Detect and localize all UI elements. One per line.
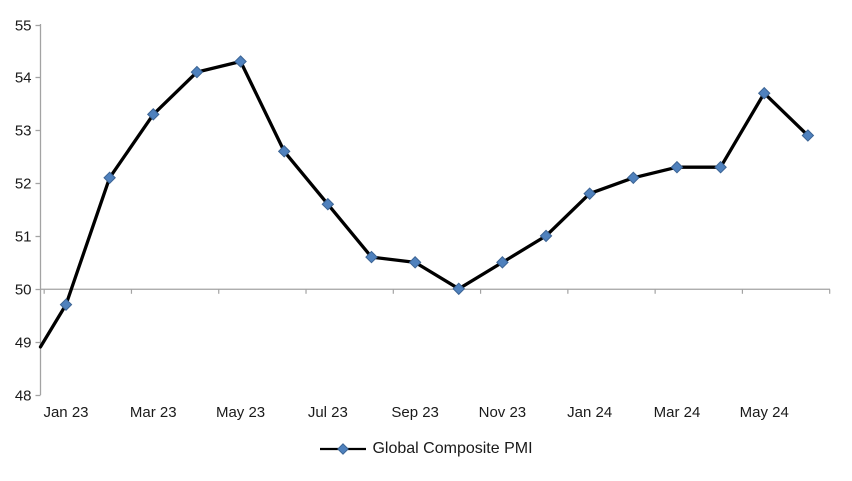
- data-point-marker: [190, 65, 204, 79]
- legend-label: Global Composite PMI: [372, 440, 533, 457]
- x-tick-label: Jul 23: [308, 404, 348, 421]
- x-tick-label: Mar 23: [130, 404, 177, 421]
- data-point-marker: [321, 197, 335, 211]
- data-point-marker: [801, 129, 815, 142]
- y-tick-label: 53: [15, 123, 32, 140]
- x-tick-label: Jan 24: [567, 404, 612, 421]
- x-tick-label: May 23: [216, 404, 265, 421]
- data-point-marker: [627, 171, 640, 185]
- y-tick-label: 48: [15, 388, 32, 405]
- x-tick-label: Mar 24: [654, 404, 701, 421]
- y-tick-label: 51: [15, 229, 32, 246]
- x-tick-label: May 24: [740, 404, 789, 421]
- x-tick-label: Nov 23: [479, 404, 527, 421]
- data-point-marker: [452, 282, 466, 296]
- data-point-marker: [277, 145, 291, 158]
- data-point-marker: [234, 55, 247, 68]
- data-point-marker: [757, 86, 771, 100]
- y-tick-label: 52: [15, 176, 32, 193]
- data-point-marker: [583, 187, 596, 200]
- data-point-marker: [496, 256, 509, 269]
- data-point-marker: [103, 171, 116, 185]
- data-point-marker: [670, 160, 684, 174]
- data-point-marker: [365, 250, 378, 264]
- data-point-marker: [408, 256, 422, 269]
- legend-marker-icon: [320, 443, 367, 455]
- data-point-marker: [146, 108, 160, 121]
- y-tick-label: 54: [15, 70, 32, 87]
- y-tick-label: 55: [15, 18, 32, 35]
- y-tick-label: 49: [15, 335, 32, 352]
- legend: Global Composite PMI: [0, 440, 852, 458]
- data-point-marker: [539, 229, 553, 243]
- y-tick-label: 50: [15, 282, 32, 299]
- x-tick-label: Jan 23: [43, 404, 88, 421]
- data-point-marker: [59, 298, 73, 311]
- pmi-line: [38, 59, 810, 349]
- data-point-marker: [714, 160, 727, 174]
- x-tick-label: Sep 23: [391, 404, 439, 421]
